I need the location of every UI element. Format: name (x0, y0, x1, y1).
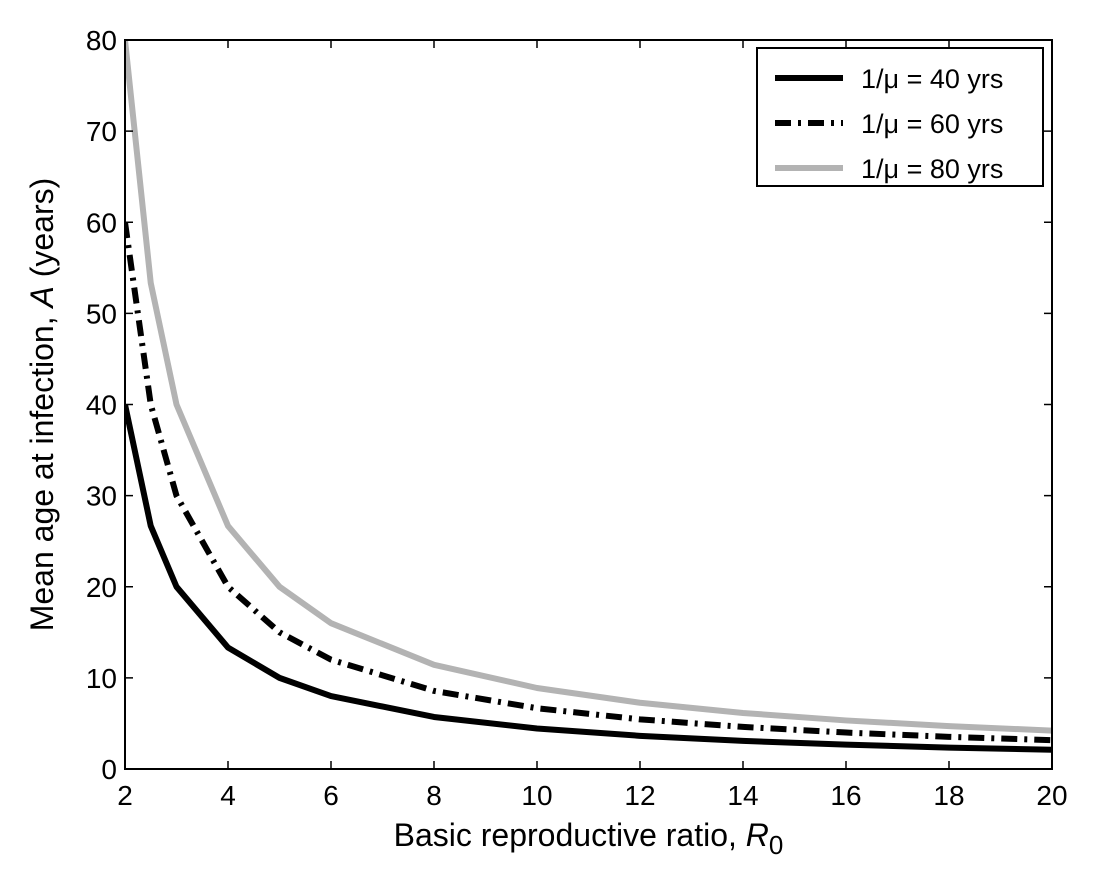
y-tick-label: 70 (86, 116, 117, 147)
x-tick-label: 4 (220, 780, 236, 811)
x-axis-label-symbol: R (746, 817, 769, 853)
x-tick-label: 20 (1036, 780, 1067, 811)
series-layer (125, 40, 1052, 753)
y-tick-label: 20 (86, 572, 117, 603)
y-axis-label-suffix: (years) (24, 178, 60, 286)
y-axis-label-prefix: Mean age at infection, (24, 308, 60, 632)
x-tick-label: 16 (830, 780, 861, 811)
y-tick-label: 40 (86, 390, 117, 421)
series-line-40 (125, 403, 1052, 753)
x-tick-label: 12 (624, 780, 655, 811)
x-tick-label: 8 (426, 780, 442, 811)
legend-label-40: 1/μ = 40 yrs (861, 64, 1003, 94)
x-tick-label: 2 (117, 780, 133, 811)
y-tick-label: 80 (86, 25, 117, 56)
y-tick-label: 60 (86, 207, 117, 238)
x-axis-label: Basic reproductive ratio, R0 (394, 817, 784, 860)
legend-box (756, 47, 1044, 187)
y-axis-label-symbol: A (24, 286, 60, 309)
x-tick-label: 18 (933, 780, 964, 811)
y-tick-label: 30 (86, 481, 117, 512)
x-tick-label: 14 (727, 780, 758, 811)
y-axis-label: Mean age at infection, A (years) (24, 178, 60, 632)
legend-label-80: 1/μ = 80 yrs (861, 154, 1003, 184)
y-tick-label: 50 (86, 298, 117, 329)
x-axis-label-subscript: 0 (769, 830, 783, 860)
x-tick-label: 6 (323, 780, 339, 811)
y-tick-label: 10 (86, 663, 117, 694)
series-line-80 (125, 40, 1052, 734)
ticks-layer: 2 4 6 8 10 12 14 16 18 20 0 10 20 30 40 50 60 70 80 (86, 25, 1068, 811)
legend: 1/μ = 40 yrs 1/μ = 60 yrs 1/μ = 80 yrs (756, 47, 1044, 187)
legend-label-60: 1/μ = 60 yrs (861, 109, 1003, 139)
y-tick-label: 0 (101, 754, 117, 785)
x-tick-label: 10 (521, 780, 552, 811)
series-line-60 (125, 221, 1052, 744)
x-axis-label-prefix: Basic reproductive ratio, (394, 817, 746, 853)
